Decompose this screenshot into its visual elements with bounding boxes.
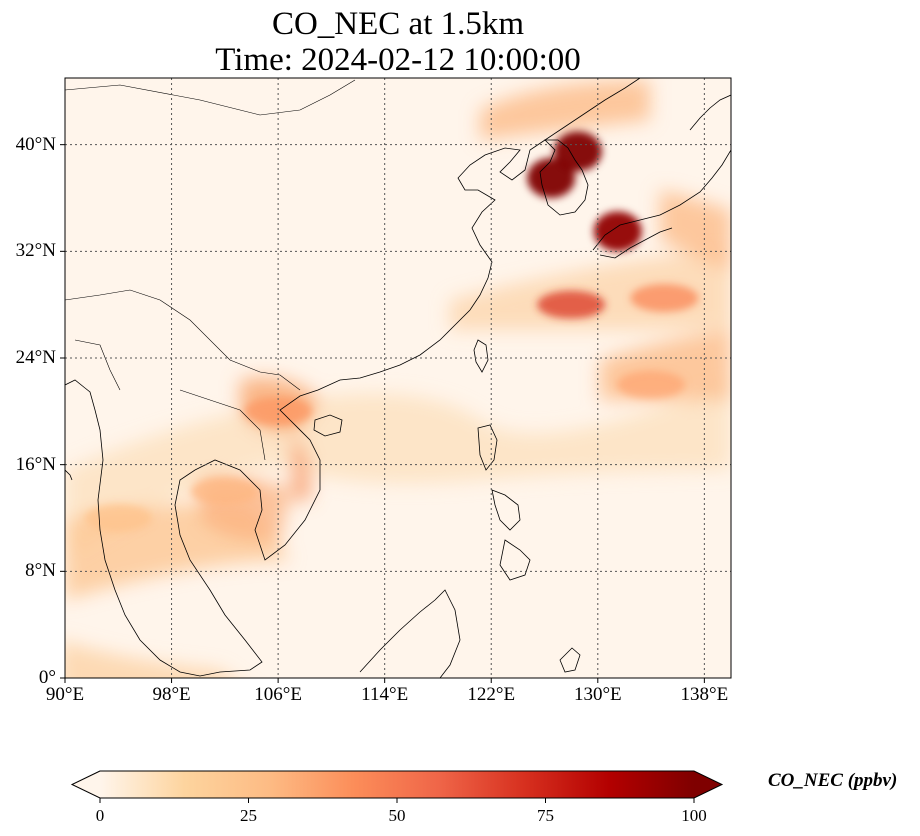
lon-tick-label: 130°E <box>573 684 622 705</box>
colorbar-tick-label: 25 <box>240 806 257 825</box>
hotspot-korea-north <box>553 131 602 172</box>
colorbar-tick-label: 0 <box>95 806 105 825</box>
lat-tick-label: 0° <box>38 667 56 688</box>
lon-tick-label: 114°E <box>361 684 409 705</box>
lat-tick-label: 24°N <box>15 347 56 368</box>
axis-ticks <box>60 144 705 683</box>
hotspot-korea-west <box>527 158 576 198</box>
lon-tick-label: 90°E <box>45 684 85 705</box>
colorbar-extend-max <box>694 771 722 798</box>
map-frame <box>64 77 732 679</box>
lat-tick-label: 16°N <box>15 453 56 475</box>
lat-tick-label: 32°N <box>15 240 56 262</box>
lon-tick-label: 106°E <box>254 684 302 705</box>
coastlines <box>65 78 731 678</box>
hotspot-east-china-sea <box>537 290 606 319</box>
hotspot-pacific-plume <box>617 370 686 399</box>
graticule <box>65 78 731 678</box>
colorbar-tick-label: 50 <box>388 806 406 825</box>
hotspot-sea-of-japan-plume <box>630 284 699 312</box>
map-title: CO_NEC at 1.5km <box>271 6 525 42</box>
hotspot-north-vietnam <box>244 397 313 426</box>
map-area <box>65 78 731 678</box>
colorbar-extend-min <box>72 771 100 798</box>
lon-tick-label: 138°E <box>680 684 729 705</box>
lat-tick-label: 8°N <box>25 560 56 582</box>
hotspot-indochina <box>190 477 259 506</box>
lon-tick-label: 122°E <box>467 684 516 705</box>
lon-tick-label: 98°E <box>152 684 191 705</box>
colorbar-tick-label: 100 <box>681 806 707 825</box>
colorbar-label: CO_NEC (ppbv) <box>768 770 898 791</box>
colorbar-tick-label: 75 <box>537 806 554 825</box>
hotspot-bay-of-bengal <box>84 504 153 532</box>
map-subtitle-time: Time: 2024-02-12 10:00:00 <box>215 42 581 78</box>
colorbar-gradient <box>100 771 694 798</box>
lat-tick-label: 40°N <box>15 133 56 155</box>
colorbar <box>70 770 724 803</box>
hotspot-layer <box>84 131 699 532</box>
hotspot-japan-kyushu <box>593 211 642 252</box>
